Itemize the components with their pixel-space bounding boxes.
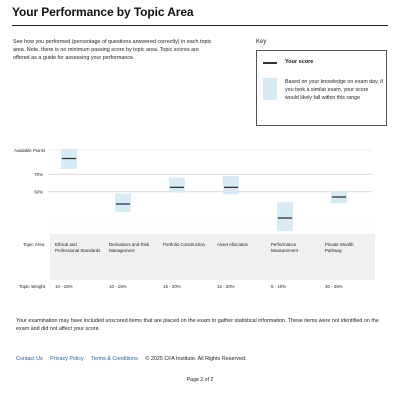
title-divider: [12, 25, 388, 26]
score-range-bar: [277, 202, 293, 232]
topic-area-header: Topic Area: [23, 242, 45, 247]
page-title: Your Performance by Topic Area: [12, 5, 194, 19]
key-score-label: Your score: [285, 59, 314, 65]
y-tick-label: 50%: [34, 189, 43, 194]
key-legend: Your score Based on your knowledge on ex…: [256, 50, 387, 126]
footer: Contact Us Privacy Policy Terms & Condit…: [16, 356, 246, 362]
topic-name: Ethical and Professional Standards: [55, 242, 101, 254]
page-number: Page 2 of 2: [186, 377, 214, 383]
topic-weight: 10 - 15%: [109, 284, 127, 289]
score-range-bar: [169, 177, 185, 193]
topic-name: Asset Allocation: [217, 242, 248, 247]
topic-name: Derivatives and Risk Management: [109, 242, 150, 254]
topic-band: [50, 234, 375, 280]
intro-text: See how you performed (percentage of que…: [13, 39, 212, 61]
topic-name: Portfolio Construction: [163, 242, 205, 247]
performance-chart: Available Points 70% 50%: [14, 148, 372, 232]
score-line-swatch: [263, 62, 277, 64]
terms-link[interactable]: Terms & Conditions: [91, 356, 138, 362]
y-axis-label: Available Points: [14, 148, 46, 153]
range-swatch: [263, 78, 277, 100]
topic-weight: 15 - 20%: [163, 284, 181, 289]
topic-weight: 10 - 15%: [55, 284, 73, 289]
topic-weight-header: Topic Weight: [19, 284, 46, 289]
score-range-bar: [115, 193, 131, 212]
contact-link[interactable]: Contact Us: [16, 356, 43, 362]
topic-weight: 30 - 35%: [325, 284, 343, 289]
topic-weight: 15 - 20%: [217, 284, 235, 289]
privacy-link[interactable]: Privacy Policy: [50, 356, 84, 362]
topic-weight: 5 - 10%: [271, 284, 287, 289]
score-range-bar: [223, 176, 239, 195]
topic-name: Performance Measurement: [271, 242, 298, 254]
key-title: Key: [256, 39, 267, 45]
topic-name: Private Wealth Pathway: [325, 242, 354, 254]
copyright: © 2025 CFA Institute. All Rights Reserve…: [145, 356, 247, 362]
footnote: Your examination may have included unsco…: [16, 318, 379, 333]
y-tick-label: 70%: [34, 172, 43, 177]
key-range-label: Based on your knowledge on exam day, if …: [285, 79, 383, 101]
